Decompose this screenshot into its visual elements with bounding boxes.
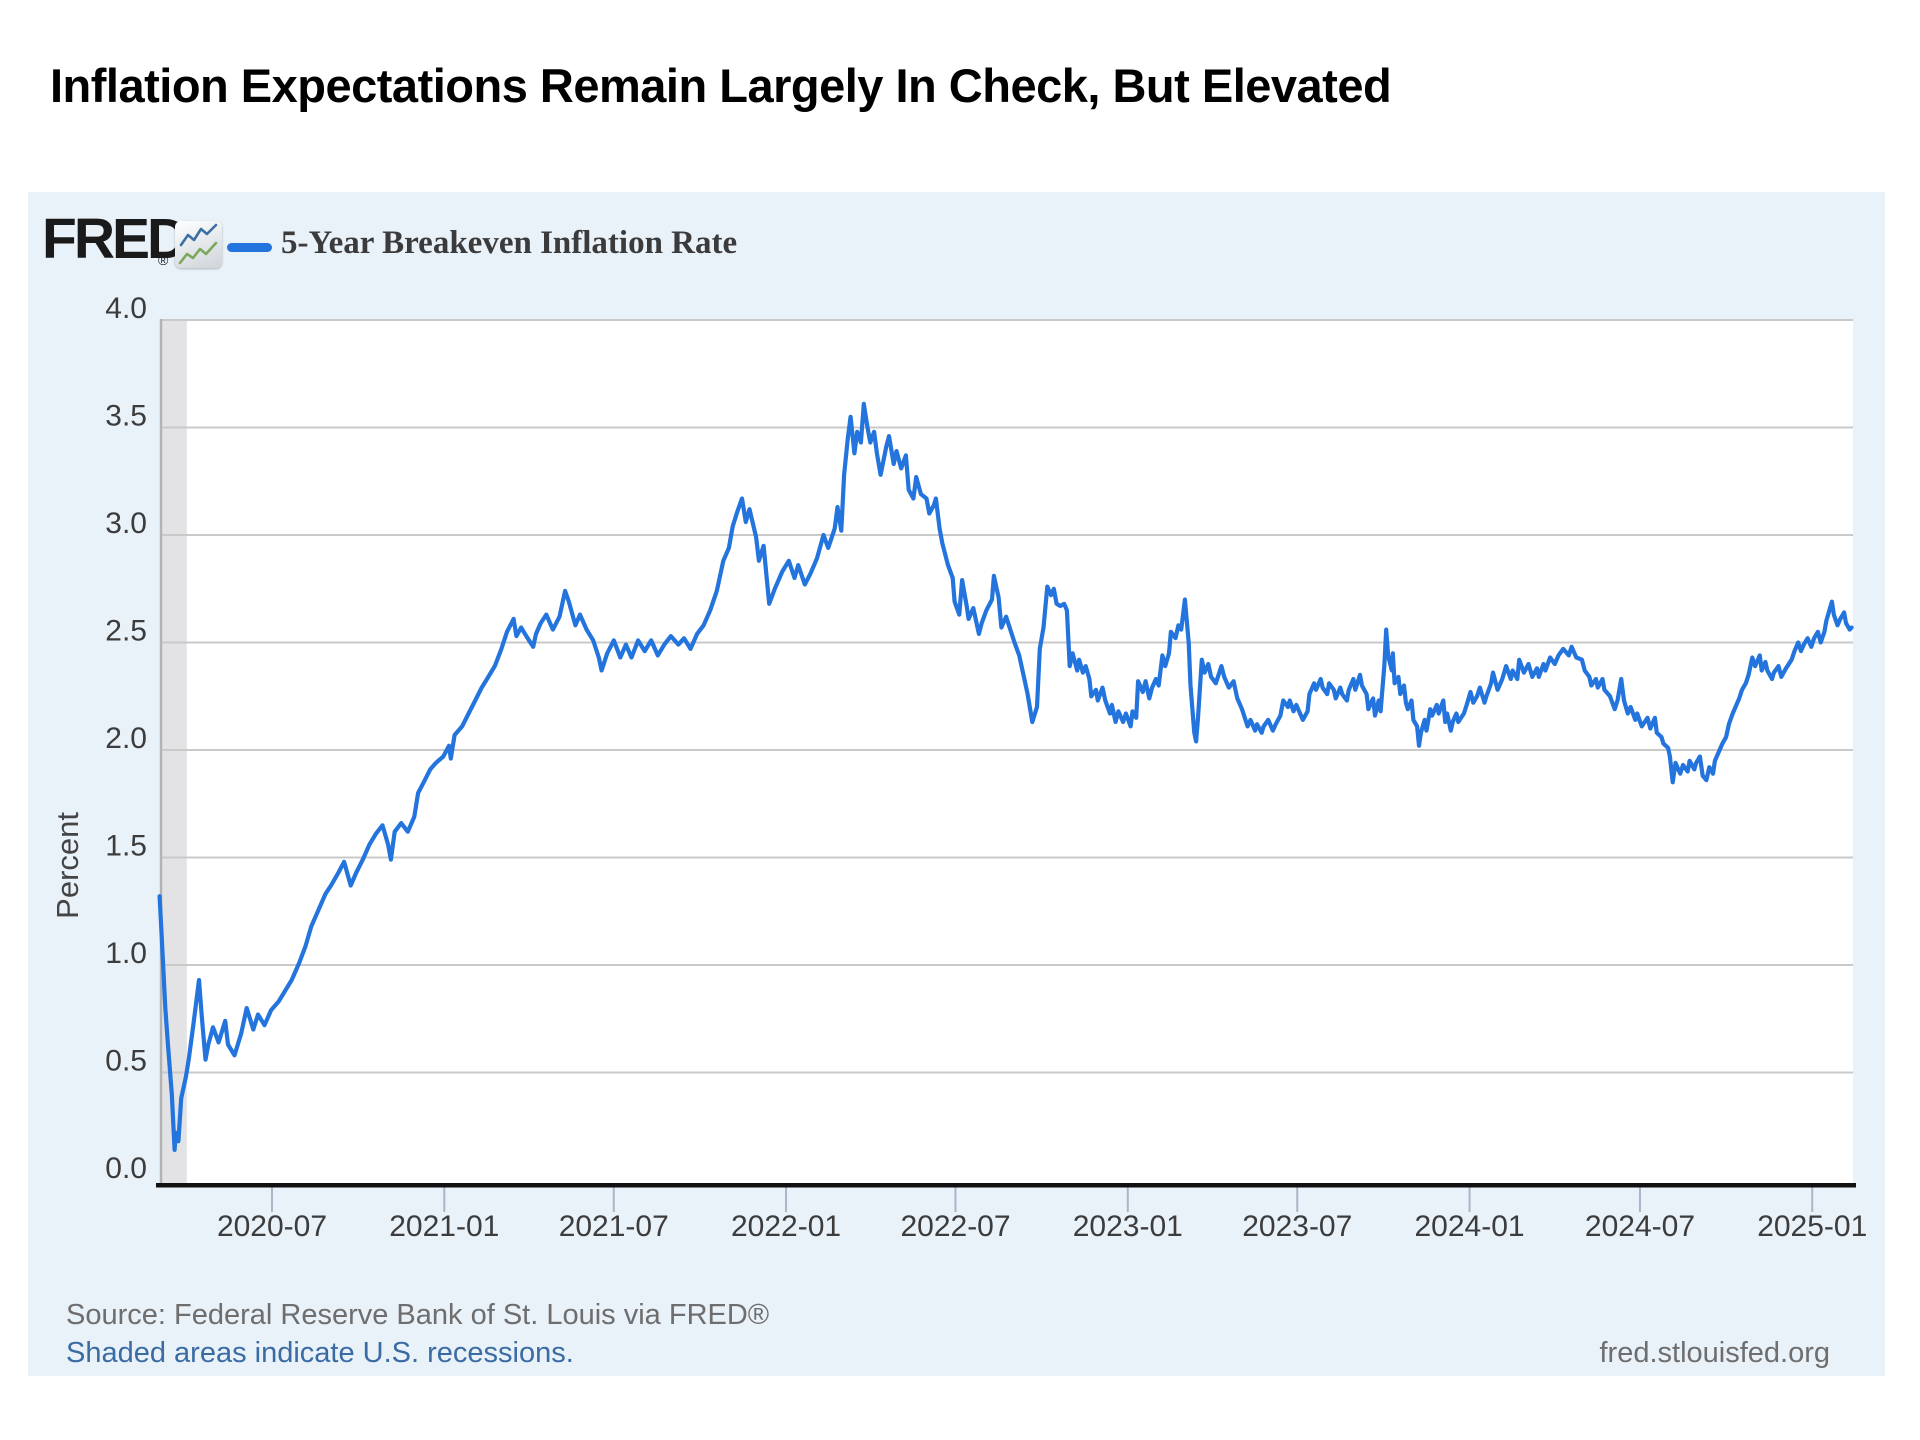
x-tick-label: 2025-01 — [1757, 1210, 1867, 1243]
source-note: Source: Federal Reserve Bank of St. Loui… — [66, 1299, 770, 1331]
x-tick-label: 2021-07 — [559, 1210, 669, 1243]
y-tick-label: 2.0 — [105, 722, 147, 755]
recession-shading — [161, 320, 187, 1183]
x-tick-label: 2023-01 — [1073, 1210, 1183, 1243]
x-axis-line — [156, 1183, 1856, 1188]
x-tick-label: 2024-07 — [1585, 1210, 1695, 1243]
fred-sparkline-icon — [175, 221, 222, 268]
x-tick-label: 2020-07 — [217, 1210, 327, 1243]
registered-mark: ® — [158, 252, 169, 268]
y-tick-label: 3.0 — [105, 507, 147, 540]
y-tick-label: 3.5 — [105, 400, 147, 433]
x-tick-label: 2022-01 — [731, 1210, 841, 1243]
x-tick-label: 2024-01 — [1414, 1210, 1524, 1243]
y-tick-label: 0.5 — [105, 1045, 147, 1078]
y-tick-label: 1.0 — [105, 937, 147, 970]
series-line — [157, 401, 1854, 1152]
y-tick-label: 2.5 — [105, 615, 147, 648]
x-tick-label: 2021-01 — [389, 1210, 499, 1243]
x-tick-label: 2022-07 — [900, 1210, 1010, 1243]
legend-line-swatch — [227, 243, 272, 252]
recession-note-link[interactable]: Shaded areas indicate U.S. recessions. — [66, 1337, 574, 1369]
fred-site-link[interactable]: fred.stlouisfed.org — [1599, 1337, 1830, 1369]
legend-label: 5-Year Breakeven Inflation Rate — [281, 225, 738, 261]
y-tick-label: 4.0 — [105, 292, 147, 325]
y-tick-label: 0.0 — [105, 1152, 147, 1185]
fred-logo: FRED — [42, 207, 188, 271]
y-tick-label: 1.5 — [105, 830, 147, 863]
page-title: Inflation Expectations Remain Largely In… — [50, 59, 1392, 112]
x-tick-label: 2023-07 — [1242, 1210, 1352, 1243]
